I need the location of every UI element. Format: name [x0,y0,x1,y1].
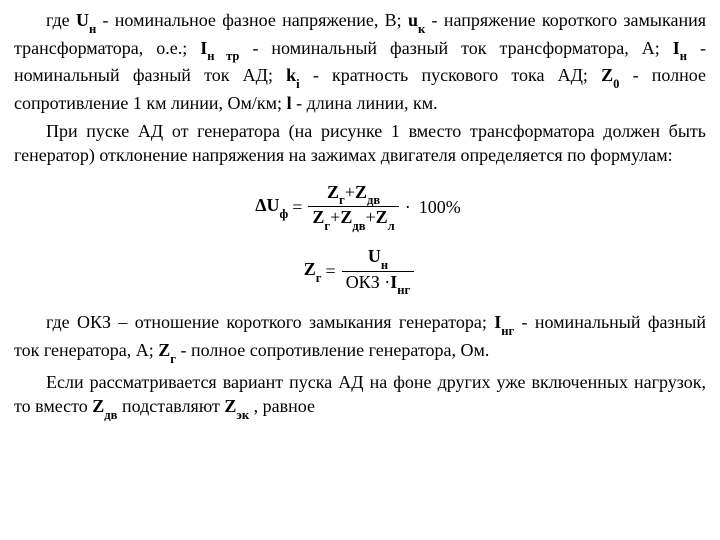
formula-2: Zг= Uн ОКЗ ·Iнг [14,246,706,296]
paragraph-2: При пуске АД от генератора (на рисунке 1… [14,119,706,168]
text: - полное сопротивление генератора, Ом. [176,340,489,360]
text: - номинальное фазное напряжение, В; [96,10,408,30]
symbol-Z0: Z0 [601,65,619,85]
paragraph-4: Если рассматривается вариант пуска АД на… [14,370,706,422]
symbol-Zdv: Zдв [92,396,117,416]
text: При пуске АД от генератора (на рисунке 1… [14,121,706,165]
symbol-Zek: Zэк [224,396,249,416]
document-page: где Uн - номинальное фазное напряжение, … [0,0,720,430]
symbol-In: Iн [673,38,687,58]
formula-1: ΔUф= Zг+Zдв Zг+Zдв+Zл ·100% [14,182,706,232]
text: - кратность пускового тока АД; [300,65,601,85]
symbol-Zg: Zг [158,340,176,360]
paragraph-3: где ОКЗ – отношение короткого замыкания … [14,310,706,365]
text: - номинальный фаз­ный ток трансформатора… [239,38,672,58]
text: - длина линии, км. [292,93,438,113]
text: подставляют [117,396,224,416]
paragraph-1: где Uн - номинальное фазное напряжение, … [14,8,706,115]
symbol-uk: uк [408,10,425,30]
text: , равное [249,396,315,416]
text: где ОКЗ – отношение короткого замыкания … [46,312,494,332]
symbol-ki: ki [286,65,300,85]
symbol-Un: Uн [76,10,96,30]
symbol-Intr: Iн тр [200,38,239,58]
text: где [46,10,76,30]
symbol-Ing: Iнг [494,312,514,332]
